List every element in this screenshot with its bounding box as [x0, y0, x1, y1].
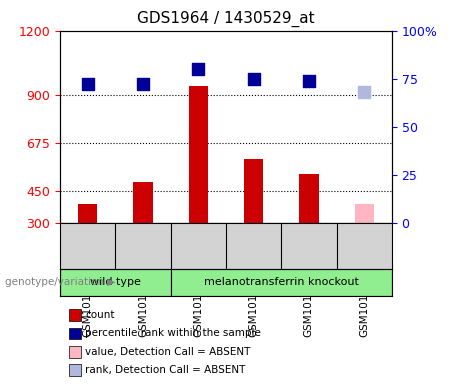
- Bar: [244, 159, 263, 223]
- Text: wild type: wild type: [90, 277, 141, 287]
- Bar: [299, 174, 319, 223]
- FancyBboxPatch shape: [60, 269, 171, 296]
- Title: GDS1964 / 1430529_at: GDS1964 / 1430529_at: [137, 10, 315, 26]
- Point: [250, 76, 257, 82]
- Point: [195, 66, 202, 72]
- Point: [305, 78, 313, 84]
- Text: genotype/variation ▶: genotype/variation ▶: [5, 277, 115, 287]
- Bar: [189, 86, 208, 223]
- Text: value, Detection Call = ABSENT: value, Detection Call = ABSENT: [85, 347, 251, 357]
- Text: count: count: [85, 310, 115, 320]
- Text: melanotransferrin knockout: melanotransferrin knockout: [204, 277, 359, 287]
- Bar: [133, 182, 153, 223]
- Text: percentile rank within the sample: percentile rank within the sample: [85, 328, 261, 338]
- FancyBboxPatch shape: [171, 269, 392, 296]
- Bar: [78, 204, 97, 223]
- Point: [139, 81, 147, 88]
- Bar: [355, 204, 374, 223]
- Point: [361, 89, 368, 95]
- Text: rank, Detection Call = ABSENT: rank, Detection Call = ABSENT: [85, 365, 246, 375]
- Point: [84, 81, 91, 88]
